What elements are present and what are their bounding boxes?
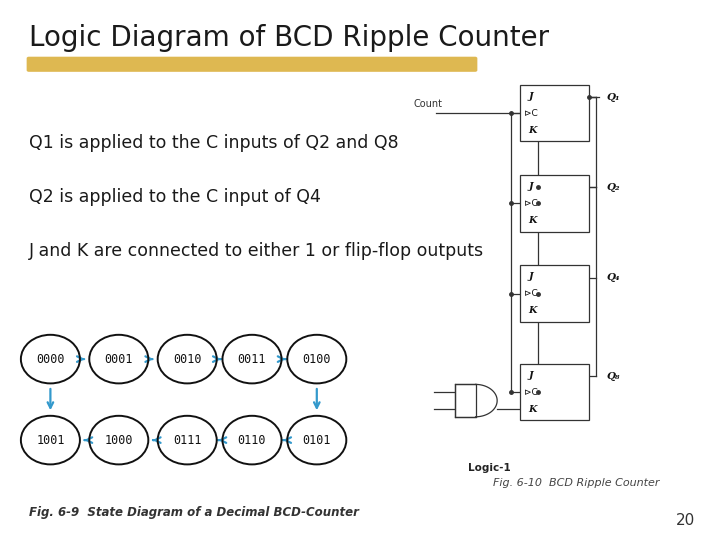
Text: K: K: [528, 125, 537, 134]
FancyBboxPatch shape: [27, 57, 477, 72]
Bar: [521, 175, 589, 232]
Text: K: K: [528, 306, 537, 315]
Text: J: J: [528, 91, 533, 100]
Text: J and K are connected to either 1 or flip-flop outputs: J and K are connected to either 1 or fli…: [29, 242, 484, 260]
Text: Q₂: Q₂: [606, 183, 620, 192]
Text: 1000: 1000: [104, 434, 133, 447]
Text: 0001: 0001: [104, 353, 133, 366]
Text: Q₄: Q₄: [606, 273, 620, 282]
Text: 0111: 0111: [173, 434, 202, 447]
Text: ⊳C: ⊳C: [523, 199, 537, 208]
Text: Q2 is applied to the C input of Q4: Q2 is applied to the C input of Q4: [29, 188, 320, 206]
Bar: [521, 85, 589, 141]
Text: ⊳C: ⊳C: [523, 109, 537, 118]
Text: Logic-1: Logic-1: [468, 463, 511, 473]
Text: K: K: [528, 216, 537, 225]
Text: 0110: 0110: [238, 434, 266, 447]
Text: Fig. 6-10  BCD Ripple Counter: Fig. 6-10 BCD Ripple Counter: [493, 478, 660, 488]
Text: 0000: 0000: [36, 353, 65, 366]
Text: 0101: 0101: [302, 434, 331, 447]
Text: K: K: [528, 404, 537, 414]
Bar: [521, 265, 589, 322]
Text: J: J: [528, 272, 533, 281]
Text: J: J: [528, 182, 533, 191]
Text: Logic Diagram of BCD Ripple Counter: Logic Diagram of BCD Ripple Counter: [29, 24, 549, 52]
Text: Q1 is applied to the C inputs of Q2 and Q8: Q1 is applied to the C inputs of Q2 and …: [29, 134, 398, 152]
Text: ⊳C: ⊳C: [523, 289, 537, 298]
Text: Fig. 6-9  State Diagram of a Decimal BCD-Counter: Fig. 6-9 State Diagram of a Decimal BCD-…: [29, 507, 359, 519]
Text: ⊳C: ⊳C: [523, 388, 537, 396]
Text: 1001: 1001: [36, 434, 65, 447]
Bar: [521, 364, 589, 421]
Text: Q₈: Q₈: [606, 372, 620, 381]
Text: Q₁: Q₁: [606, 93, 620, 102]
Text: 0011: 0011: [238, 353, 266, 366]
Text: 0100: 0100: [302, 353, 331, 366]
Bar: [456, 384, 476, 417]
Text: 20: 20: [675, 513, 695, 528]
Text: J: J: [528, 370, 533, 380]
Text: Count: Count: [414, 99, 443, 109]
Text: 0010: 0010: [173, 353, 202, 366]
